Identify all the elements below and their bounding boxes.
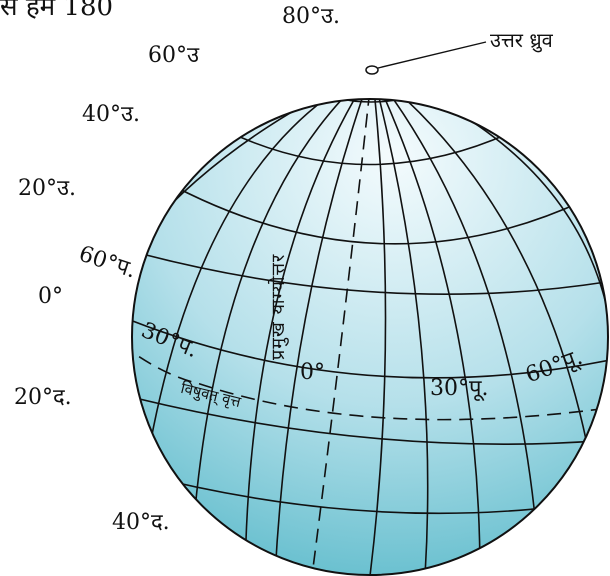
north-pole-pointer	[377, 41, 487, 69]
prime-meridian-label: प्रमुख याम्योत्तर	[268, 253, 289, 360]
globe-outline	[131, 98, 609, 576]
cropped-heading-text: से हम 180	[0, 0, 114, 22]
lat-60n-label: 60°उ	[148, 43, 200, 68]
latitude-line	[302, 99, 440, 103]
north-pole-dot	[365, 65, 379, 75]
lat-20n-label: 20°उ.	[18, 176, 77, 201]
north-pole-label: उत्तर ध्रुव	[490, 28, 553, 52]
lon-30e-label: 30°पू.	[430, 376, 489, 401]
latitude-line	[147, 171, 586, 245]
prime-meridian-line	[311, 99, 373, 575]
lat-0-label: 0°	[38, 284, 63, 309]
latitude-line	[132, 384, 608, 446]
lon-0-label: 0°	[300, 360, 325, 385]
globe-sphere	[132, 99, 608, 575]
latitude-line	[132, 319, 608, 379]
lat-20s-label: 20°द.	[14, 385, 72, 410]
latitude-line	[204, 117, 541, 166]
lat-40s-label: 40°द.	[112, 510, 170, 535]
lat-80n-label: 80°उ.	[282, 4, 341, 29]
equator-line	[132, 299, 608, 421]
lat-40n-label: 40°उ.	[82, 102, 141, 127]
